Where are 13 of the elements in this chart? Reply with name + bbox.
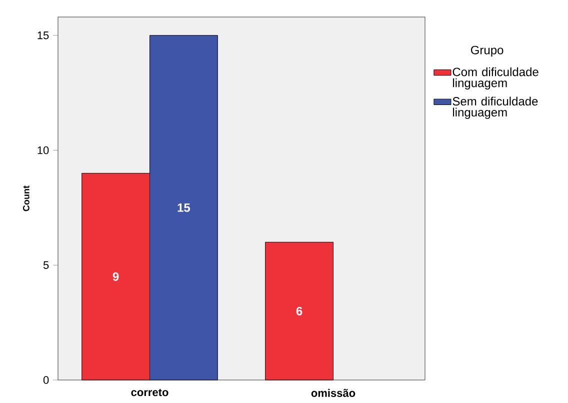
y-tick-label: 0 [43,376,49,384]
x-tick-label: correto [131,388,168,396]
legend-label: Com dificuldade linguagem [452,67,538,90]
data-label: 15 [178,204,190,212]
y-tick-label: 5 [43,261,49,269]
y-axis-title: Count [23,186,30,212]
y-tick-label: 10 [38,146,49,154]
data-label: 9 [112,272,119,281]
legend-label: Sem dificuldade linguagem [452,96,538,119]
y-tick-label: 15 [38,32,49,40]
data-label: 6 [296,306,302,316]
x-tick-label: omissão [311,388,356,397]
legend-title: Grupo [470,46,504,57]
